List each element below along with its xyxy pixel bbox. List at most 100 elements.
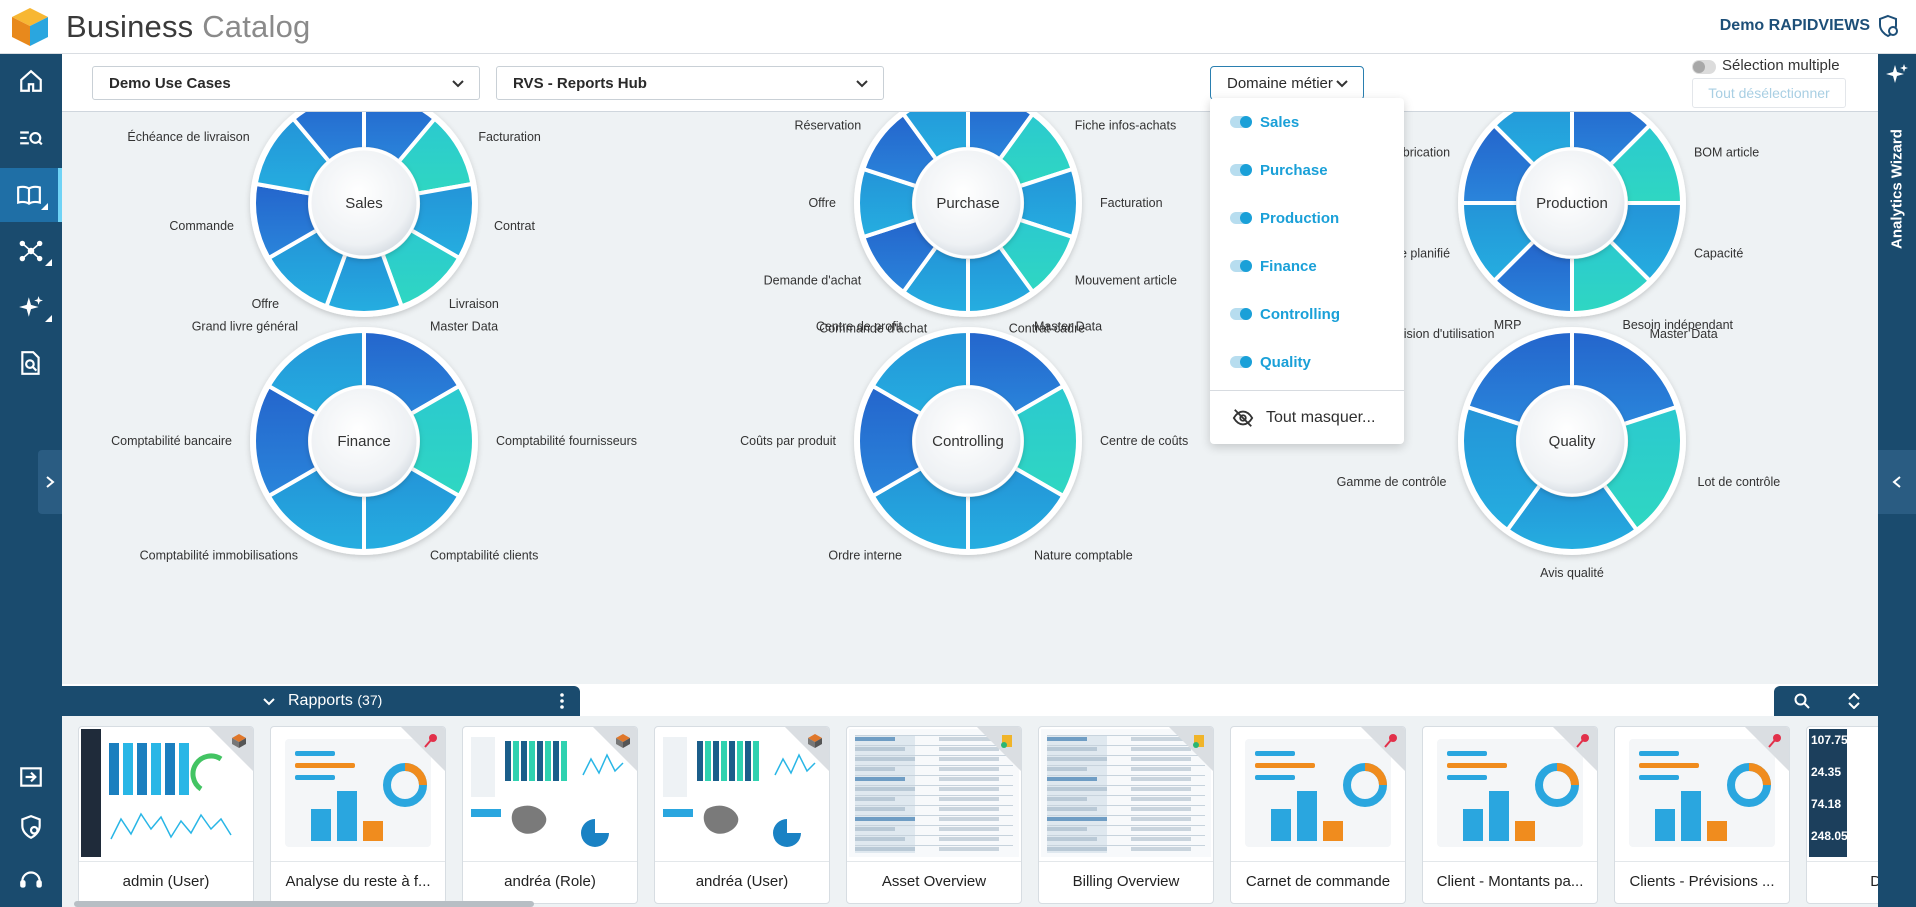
report-card[interactable]: 107.75 24.35 74.18 248.05 Datase [1806,726,1878,904]
wheel-center[interactable] [1516,147,1628,259]
wheel-center[interactable] [1516,385,1628,497]
deselect-all-button[interactable]: Tout désélectionner [1692,78,1846,108]
domain-option-production[interactable]: Production [1230,206,1339,230]
sidebar-item-import[interactable] [0,750,62,804]
domain-value: Domaine métier [1227,74,1333,92]
domain-wheel-purchase[interactable]: Master Data Fiche infos-achats Facturation… [764,112,1177,336]
expand-left-panel-button[interactable] [38,450,62,514]
report-card[interactable]: Billing Overview [1038,726,1214,904]
user-settings-icon[interactable] [1876,14,1900,38]
user-name[interactable]: Demo RAPIDVIEWS [1719,17,1870,34]
report-card[interactable]: Carnet de commande [1230,726,1406,904]
wheel-segment-label[interactable]: MRP [1494,318,1522,332]
wheel-segment-label[interactable]: Comptabilité clients [430,548,538,562]
report-thumbnail-generic [1245,739,1391,847]
search-icon[interactable] [1794,693,1810,709]
report-card[interactable]: admin (User) [78,726,254,904]
domain-option-controlling[interactable]: Controlling [1230,302,1340,326]
wheel-segment-label[interactable]: Échéance de livraison [127,129,249,144]
use-cases-select[interactable]: Demo Use Cases [92,66,480,100]
wheel-segment-label[interactable]: fabrication [1392,145,1450,159]
submenu-corner-icon [41,203,48,210]
wheel-segment-label[interactable]: Nature comptable [1034,548,1133,562]
reports-title: Rapports (37) [288,692,383,709]
wheel-segment-label[interactable]: Master Data [1034,320,1102,334]
domain-option-sales[interactable]: Sales [1230,110,1299,134]
wheel-segment-label[interactable]: Offre [252,297,280,311]
multi-select-toggle[interactable] [1692,60,1716,74]
report-thumbnail-table [849,729,1019,857]
wheel-segment-label[interactable]: Réservation [795,118,862,132]
wheel-segment-label[interactable]: BOM article [1694,145,1759,159]
domain-wheel-controlling[interactable]: Master Data Centre de coûts Nature comptab… [740,320,1188,563]
wheel-center[interactable] [308,147,420,259]
domain-option-purchase[interactable]: Purchase [1230,158,1328,182]
wheel-segment-label[interactable]: Facturation [478,130,541,144]
wheel-segment-label[interactable]: Comptabilité immobilisations [140,548,298,562]
corner-fold [977,727,1021,771]
horizontal-scrollbar[interactable] [74,901,534,907]
wheel-segment-label[interactable]: Lot de contrôle [1698,475,1781,489]
wheel-segment-label[interactable]: Master Data [430,320,498,334]
reports-panel-header[interactable]: Rapports (37) [62,686,580,716]
wheel-center[interactable] [308,385,420,497]
domain-wheel-sales[interactable]: Master DataFacturationContratLivraisonRe… [127,112,541,342]
wheel-segment-label[interactable]: Mouvement article [1075,274,1177,288]
report-card[interactable]: Clients - Prévisions ... [1614,726,1790,904]
wheel-segment-label[interactable]: Contrat [494,219,536,233]
domain-option-quality[interactable]: Quality [1230,350,1311,374]
expand-vertical-icon[interactable] [1846,693,1862,709]
wheel-segment-label[interactable]: Demande d'achat [764,274,862,288]
wheel-center[interactable] [912,147,1024,259]
report-card[interactable]: Asset Overview [846,726,1022,904]
wheel-segment-label[interactable]: Capacité [1694,247,1743,261]
wheel-segment-label[interactable]: Comptabilité bancaire [111,434,232,448]
reports-hub-select[interactable]: RVS - Reports Hub [496,66,884,100]
report-card[interactable]: andréa (User) [654,726,830,904]
wheel-segment-label[interactable]: Centre de profit [816,320,903,334]
reports-carousel[interactable]: admin (User) Analyse du reste à f... and… [62,716,1878,907]
reports-hub-value: RVS - Reports Hub [513,74,647,92]
sidebar-item-support[interactable] [0,852,62,906]
chevron-down-icon[interactable] [262,695,276,709]
collapse-right-panel-button[interactable] [1878,450,1916,514]
domain-wheel-finance[interactable]: Master Data Comptabilité fournisseurs Comp… [111,320,637,563]
report-card[interactable]: andréa (Role) [462,726,638,904]
wheel-segment-label[interactable]: Offre [808,196,836,210]
sidebar-item-ai[interactable] [0,280,62,334]
sidebar-item-catalog[interactable] [0,168,62,222]
wheel-segment-label[interactable]: Commande d'achat [819,322,928,336]
wheel-segment-label[interactable]: Comptabilité fournisseurs [496,434,637,448]
hide-all-button[interactable]: Tout masquer... [1232,406,1375,430]
wheel-segment-label[interactable]: Centre de coûts [1100,434,1188,448]
report-card[interactable]: Client - Montants pa... [1422,726,1598,904]
wheel-segment-label[interactable]: Décision d'utilisation [1382,327,1495,341]
wheel-segment-label[interactable]: Avis qualité [1540,566,1604,580]
domain-select[interactable]: Domaine métier [1210,66,1364,100]
report-type-icon [1193,735,1204,748]
wheel-segment-label[interactable]: Besoin indépendant [1623,318,1734,332]
analytics-wizard-label[interactable]: Analytics Wizard [1888,129,1906,249]
wheel-segment-label[interactable]: Commande [169,219,234,233]
sidebar-item-search[interactable] [0,112,62,166]
sidebar-item-network[interactable] [0,224,62,278]
wheel-segment-label[interactable]: Facturation [1100,196,1163,210]
wheel-segment-label[interactable]: Livraison [449,297,499,311]
wheel-segment-label[interactable]: Coûts par produit [740,434,836,448]
sidebar-item-security[interactable] [0,800,62,854]
wheel-segment-label[interactable]: Grand livre général [192,320,298,334]
sidebar-item-report-search[interactable] [0,336,62,390]
report-card[interactable]: Analyse du reste à f... [270,726,446,904]
wheel-center[interactable] [912,385,1024,497]
more-vertical-icon[interactable] [558,692,566,710]
wheel-segment-label[interactable]: Ordre interne [828,548,902,562]
wheel-segment-label[interactable]: Gamme de contrôle [1337,475,1447,489]
wheel-segment-label[interactable]: Contrat-cadre [1009,322,1085,336]
domain-wheel-quality[interactable]: Master Data Lot de contrôle Avis qualité Ga… [1337,327,1781,580]
pin-icon [424,734,437,748]
domain-option-finance[interactable]: Finance [1230,254,1317,278]
wheel-segment-label[interactable]: Fiche infos-achats [1075,118,1176,132]
sidebar-item-home[interactable] [0,54,62,108]
wheel-segment-label[interactable]: Master Data [1650,327,1718,341]
